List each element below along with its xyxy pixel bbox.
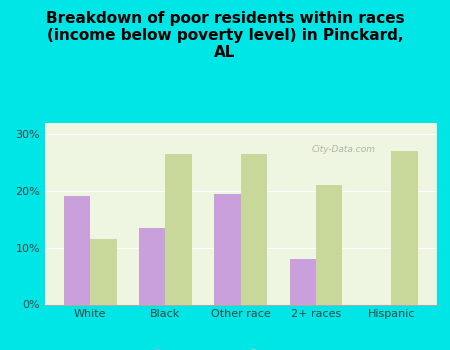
Bar <box>214 194 241 304</box>
Bar <box>166 154 192 304</box>
Bar <box>90 239 117 304</box>
Bar <box>139 228 166 304</box>
Text: Breakdown of poor residents within races
(income below poverty level) in Pinckar: Breakdown of poor residents within races… <box>46 10 404 60</box>
Text: City-Data.com: City-Data.com <box>311 145 375 154</box>
Bar <box>316 185 342 304</box>
Bar <box>290 259 316 304</box>
Bar <box>241 154 267 304</box>
Legend: Pinckard, Alabama: Pinckard, Alabama <box>148 343 334 350</box>
Bar <box>392 151 418 304</box>
Bar <box>64 196 90 304</box>
